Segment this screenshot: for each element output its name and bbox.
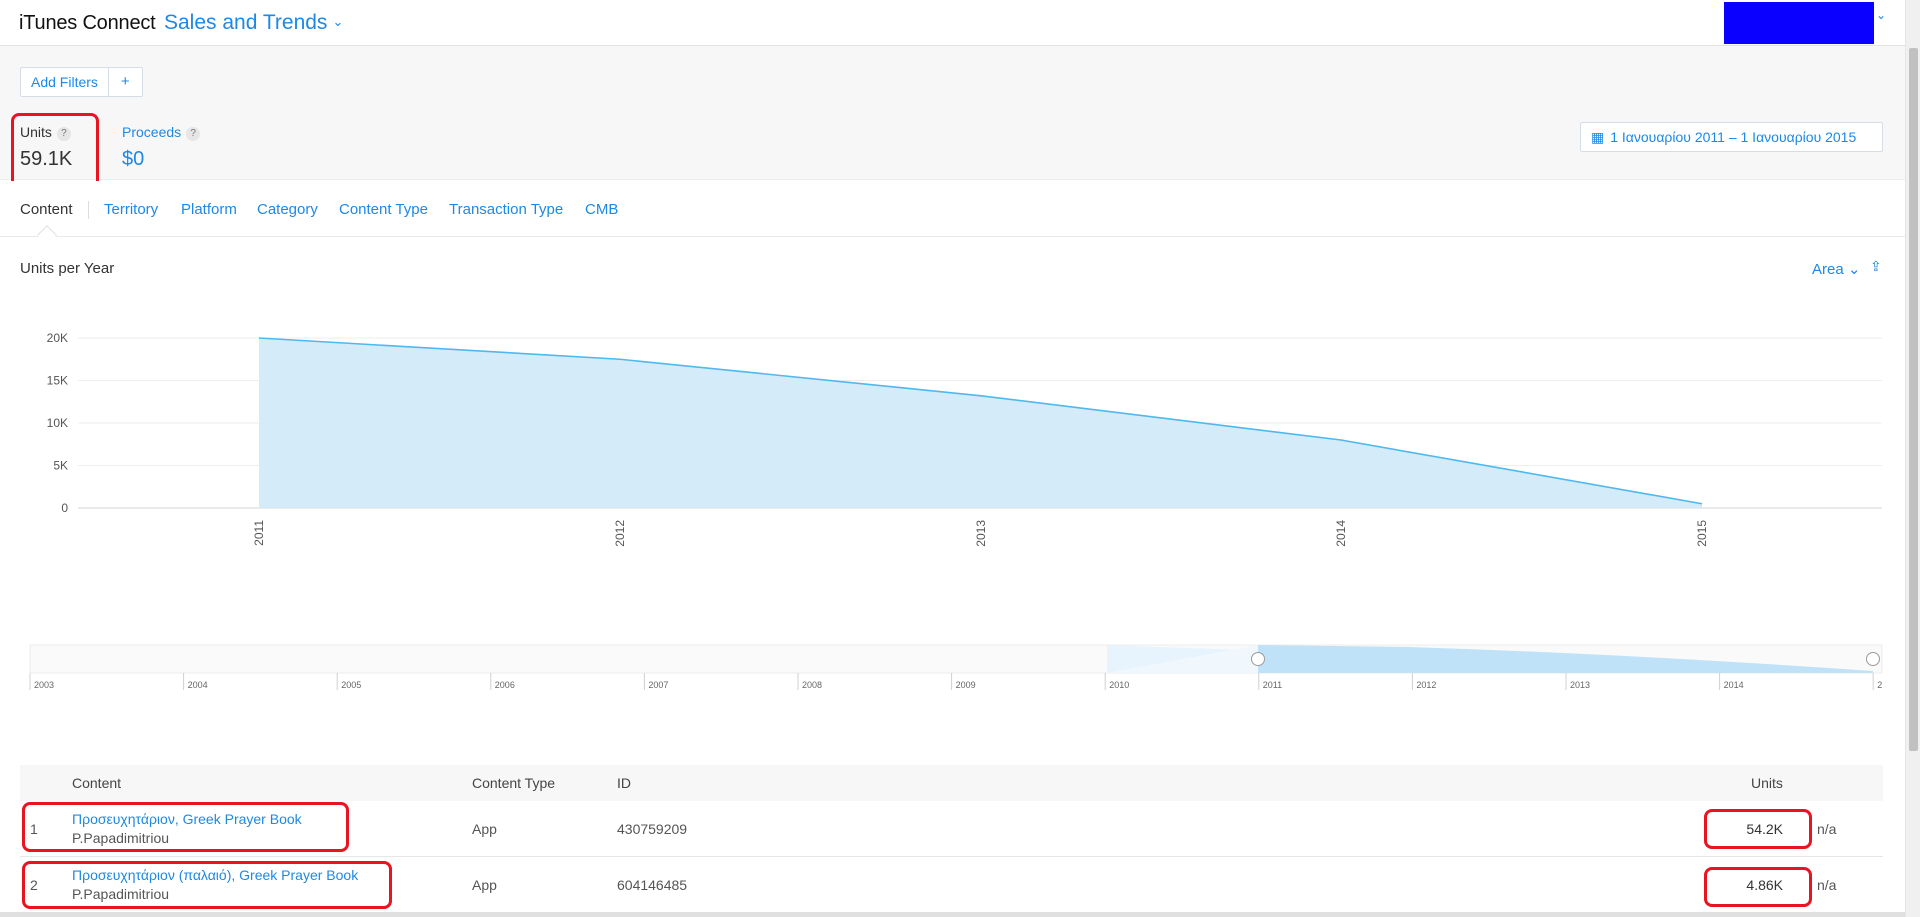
x-tick-label: 2015 — [1695, 520, 1709, 547]
module-name: Sales and Trends — [164, 11, 328, 34]
content-type-cell: App — [472, 821, 497, 837]
extra-cell: n/a — [1817, 821, 1837, 837]
id-cell: 604146485 — [617, 877, 688, 893]
vertical-scrollbar[interactable] — [1905, 0, 1920, 917]
share-icon[interactable]: ⇪ — [1870, 258, 1882, 274]
data-point[interactable] — [979, 394, 983, 398]
content-link[interactable]: Προσευχητάριον (παλαιό), Greek Prayer Bo… — [72, 867, 359, 883]
timeline-year-label: 2005 — [341, 680, 361, 690]
scroll-thumb[interactable] — [1909, 48, 1918, 751]
data-point[interactable] — [1339, 438, 1343, 442]
proceeds-metric[interactable]: Proceeds? $0 — [122, 124, 201, 171]
col-header-content[interactable]: Content — [72, 775, 122, 791]
y-tick-label: 15K — [47, 374, 68, 388]
timeline-year-label: 2012 — [1416, 680, 1436, 690]
timeline-navigator[interactable]: 2003 2004 2005 2006 2007 2008 2009 2010 2011 2012… — [28, 642, 1888, 692]
units-cell: 54.2K — [1746, 821, 1783, 837]
content-table: Content Content Type ID Units 1 Προσευχη… — [20, 765, 1883, 913]
series-area — [259, 338, 1702, 508]
date-range-button[interactable]: ▦ 1 Ιανουαρίου 2011 – 1 Ιανουαρίου 2015 — [1580, 122, 1883, 152]
tab-territory[interactable]: Territory — [104, 201, 159, 218]
timeline-year-label: 2009 — [956, 680, 976, 690]
units-value: 59.1K — [20, 148, 73, 170]
y-tick-label: 10K — [47, 416, 68, 430]
units-cell: 4.86K — [1746, 877, 1783, 893]
timeline-year-label: 2010 — [1109, 680, 1129, 690]
account-menu[interactable] — [1724, 2, 1874, 44]
tab-category[interactable]: Category — [257, 201, 318, 218]
series-line — [258, 337, 1703, 505]
timeline-year-label: 2 — [1877, 680, 1882, 690]
dimension-tabs: Content Territory Platform Category Cont… — [0, 181, 1905, 237]
add-filters-button[interactable]: Add Filters — [31, 74, 98, 90]
help-icon[interactable]: ? — [56, 127, 71, 141]
x-tick-label: 2011 — [252, 520, 266, 546]
data-point[interactable] — [257, 336, 261, 340]
units-label: Units — [20, 124, 52, 140]
row-index: 2 — [30, 877, 38, 893]
units-metric[interactable]: Units? 59.1K — [20, 124, 82, 182]
timeline-handle[interactable] — [1866, 652, 1880, 666]
tab-divider — [88, 201, 89, 219]
chevron-down-icon: ⌄ — [332, 14, 344, 29]
chevron-down-icon: ⌄ — [1847, 261, 1861, 278]
filter-bar: Add Filters + — [20, 67, 143, 97]
summary-panel: Add Filters + Units? 59.1K Proceeds? $0 … — [0, 46, 1905, 182]
col-header-content-type[interactable]: Content Type — [472, 775, 556, 791]
tab-transaction-type[interactable]: Transaction Type — [449, 201, 564, 218]
proceeds-value: $0 — [122, 148, 145, 170]
row-index: 1 — [30, 821, 38, 837]
module-selector[interactable]: Sales and Trends ⌄ — [164, 11, 343, 35]
timeline-year-label: 2007 — [648, 680, 668, 690]
calendar-icon: ▦ — [1591, 129, 1605, 145]
x-tick-label: 2014 — [1334, 520, 1348, 547]
y-tick-label: 0 — [61, 501, 68, 515]
x-tick-label: 2013 — [974, 520, 988, 547]
timeline-window-lead — [1107, 645, 1258, 673]
x-tick-label: 2012 — [613, 520, 627, 547]
id-cell: 430759209 — [617, 821, 688, 837]
timeline-year-label: 2014 — [1724, 680, 1744, 690]
horizontal-scrollbar[interactable] — [0, 912, 1905, 917]
content-type-cell: App — [472, 877, 497, 893]
timeline-year-label: 2011 — [1263, 680, 1282, 690]
data-point[interactable] — [618, 357, 622, 361]
table-row: 1 Προσευχητάριον, Greek Prayer Book P.Pa… — [20, 801, 1883, 857]
tab-cmb[interactable]: CMB — [585, 201, 619, 218]
chart-type-label: Area — [1812, 261, 1844, 278]
chevron-down-icon[interactable]: ⌄ — [1876, 8, 1887, 22]
y-tick-label: 5K — [53, 459, 68, 473]
table-row: 2 Προσευχητάριον (παλαιό), Greek Prayer … — [20, 857, 1883, 913]
add-filter-plus-button[interactable]: + — [107, 68, 142, 96]
chart-title: Units per Year — [20, 260, 115, 277]
timeline-handle[interactable] — [1251, 652, 1265, 666]
col-header-units[interactable]: Units — [1751, 775, 1783, 791]
timeline-year-label: 2003 — [34, 680, 54, 690]
developer-name: P.Papadimitriou — [72, 886, 170, 902]
tab-content[interactable]: Content — [20, 201, 73, 218]
col-header-id[interactable]: ID — [617, 775, 631, 791]
timeline-year-label: 2013 — [1570, 680, 1590, 690]
data-point[interactable] — [1700, 502, 1704, 506]
table-header: Content Content Type ID Units — [20, 765, 1883, 801]
top-bar: iTunes Connect Sales and Trends ⌄ ⌄ — [0, 0, 1905, 46]
help-icon[interactable]: ? — [186, 127, 201, 141]
chart-type-selector[interactable]: Area ⌄ — [1812, 260, 1860, 278]
extra-cell: n/a — [1817, 877, 1837, 893]
app-name: iTunes Connect — [19, 12, 156, 34]
tab-content-type[interactable]: Content Type — [339, 201, 428, 218]
tab-platform[interactable]: Platform — [181, 201, 237, 218]
date-range-label: 1 Ιανουαρίου 2011 – 1 Ιανουαρίου 2015 — [1610, 129, 1857, 145]
timeline-year-label: 2006 — [495, 680, 515, 690]
content-link[interactable]: Προσευχητάριον, Greek Prayer Book — [72, 811, 302, 827]
timeline-series-area — [1258, 645, 1873, 673]
y-tick-label: 20K — [47, 331, 68, 345]
timeline-year-label: 2004 — [188, 680, 208, 690]
timeline-year-label: 2008 — [802, 680, 822, 690]
units-area-chart: 0 5K 10K 15K 20K 2011 2012 2013 2014 2015 — [47, 331, 1882, 547]
developer-name: P.Papadimitriou — [72, 830, 170, 846]
proceeds-label: Proceeds — [122, 124, 182, 140]
